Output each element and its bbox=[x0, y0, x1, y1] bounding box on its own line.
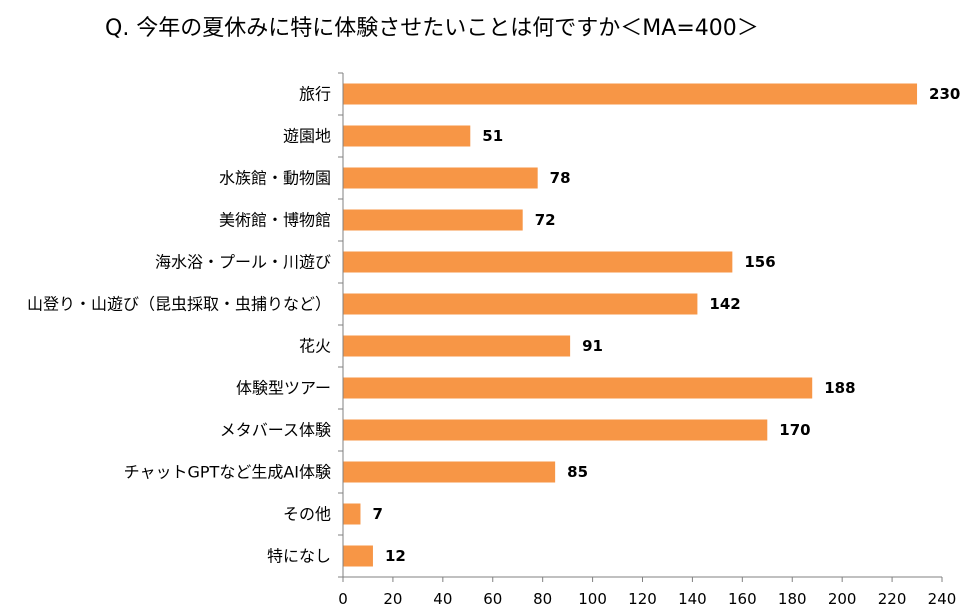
category-label: 花火 bbox=[299, 337, 331, 356]
value-label: 188 bbox=[824, 379, 855, 397]
x-tick-label: 60 bbox=[483, 590, 502, 608]
value-label: 12 bbox=[385, 547, 406, 565]
value-labels-group: 230 51 78 72 156 142 91 188 170 85 7 12 bbox=[372, 85, 960, 565]
x-tick-label: 80 bbox=[533, 590, 552, 608]
category-labels-group: 旅行遊園地水族館・動物園美術館・博物館海水浴・プール・川遊び山登り・山遊び（昆虫… bbox=[27, 85, 331, 566]
x-tick-label: 120 bbox=[628, 590, 657, 608]
x-tick-label: 100 bbox=[578, 590, 607, 608]
value-label: 230 bbox=[929, 85, 960, 103]
bar-2 bbox=[343, 125, 471, 147]
x-tick-label: 220 bbox=[878, 590, 907, 608]
category-label: 旅行 bbox=[299, 85, 331, 104]
category-label: 水族館・動物園 bbox=[219, 169, 331, 188]
bar-5 bbox=[343, 251, 733, 273]
x-tick-label: 200 bbox=[828, 590, 857, 608]
bar-9 bbox=[343, 419, 768, 441]
x-tick-label: 160 bbox=[728, 590, 757, 608]
value-label: 156 bbox=[744, 253, 775, 271]
value-label: 7 bbox=[372, 505, 382, 523]
category-label: その他 bbox=[283, 505, 331, 524]
bar-6 bbox=[343, 293, 698, 315]
x-tick-label: 180 bbox=[778, 590, 807, 608]
bar-4 bbox=[343, 209, 523, 231]
category-label: 体験型ツアー bbox=[236, 379, 331, 398]
chart-title: Q. 今年の夏休みに特に体験させたいことは何ですか＜MA=400＞ bbox=[105, 16, 759, 41]
category-label: 海水浴・プール・川遊び bbox=[155, 253, 331, 272]
category-label: 山登り・山遊び（昆虫採取・虫捕りなど） bbox=[27, 295, 331, 314]
bar-8 bbox=[343, 377, 813, 399]
bar-10 bbox=[343, 461, 556, 483]
bar-12 bbox=[343, 545, 373, 567]
bar-1 bbox=[343, 83, 918, 105]
category-label: メタバース体験 bbox=[220, 421, 331, 440]
bar-3 bbox=[343, 167, 538, 189]
value-label: 72 bbox=[535, 211, 556, 229]
x-tick-label: 140 bbox=[678, 590, 707, 608]
category-label: 特になし bbox=[267, 547, 331, 566]
value-label: 142 bbox=[709, 295, 740, 313]
value-label: 85 bbox=[567, 463, 588, 481]
x-tick-label: 0 bbox=[338, 590, 348, 608]
value-label: 170 bbox=[779, 421, 810, 439]
bar-11 bbox=[343, 503, 361, 525]
bars-group bbox=[343, 83, 918, 567]
value-label: 51 bbox=[482, 127, 503, 145]
category-label: チャットGPTなど生成AI体験 bbox=[124, 463, 331, 482]
x-tick-label: 40 bbox=[433, 590, 452, 608]
bar-7 bbox=[343, 335, 571, 357]
x-tick-label: 240 bbox=[928, 590, 957, 608]
x-axis-group: 0 20 40 60 80 100 120 140 160 180 200 220 240 bbox=[338, 72, 957, 608]
category-label: 遊園地 bbox=[283, 127, 331, 146]
category-label: 美術館・博物館 bbox=[219, 211, 331, 230]
value-label: 91 bbox=[582, 337, 603, 355]
x-tick-label: 20 bbox=[383, 590, 402, 608]
value-label: 78 bbox=[550, 169, 571, 187]
